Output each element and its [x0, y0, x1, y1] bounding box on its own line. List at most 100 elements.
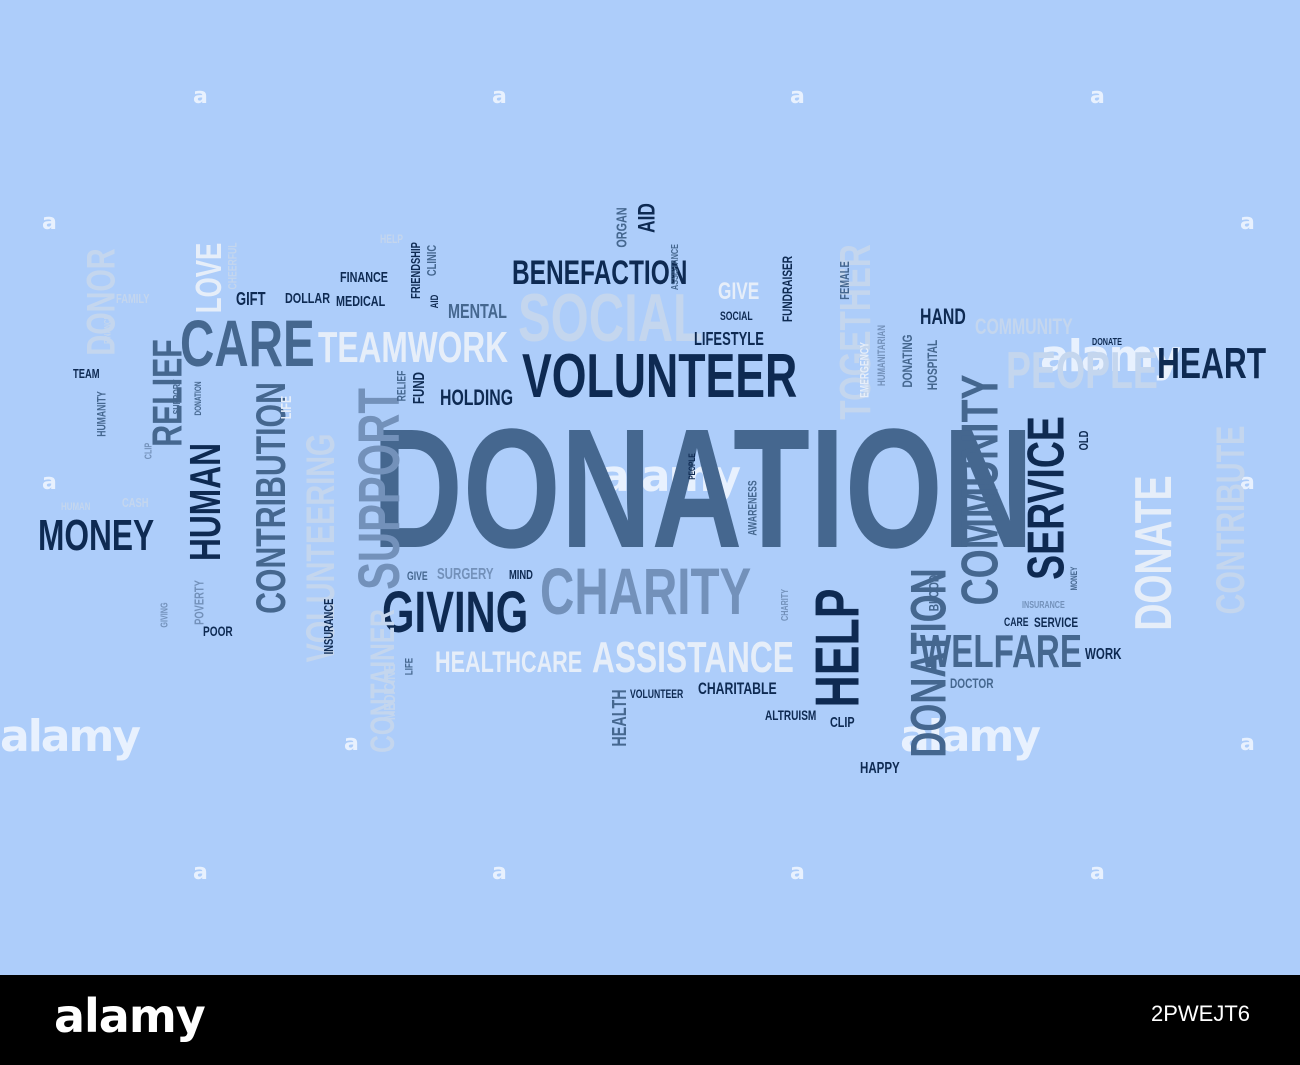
cloud-word: MEDICAL	[336, 293, 386, 310]
cloud-word: ORGAN	[613, 207, 631, 248]
cloud-word: FAMILY	[116, 291, 150, 306]
cloud-word: CASH	[122, 495, 149, 510]
cloud-word: VOLUNTEER	[630, 687, 684, 701]
cloud-word: DONATING	[898, 334, 915, 388]
watermark-mark: a	[1240, 210, 1255, 235]
cloud-word: CHARITY	[780, 588, 792, 622]
cloud-word: DONATION	[372, 394, 1034, 584]
cloud-word: GIVE	[407, 569, 428, 583]
cloud-word: LIFESTYLE	[694, 329, 764, 349]
cloud-word: DONATE	[1124, 475, 1183, 631]
cloud-word: SUPPORT	[347, 388, 413, 590]
cloud-word: SURGERY	[437, 566, 494, 583]
stock-footer-bar: alamy 2PWEJT6	[0, 975, 1300, 1065]
cloud-word: WORK	[1085, 646, 1122, 663]
cloud-word: DOLLAR	[285, 290, 330, 307]
cloud-word: HEART	[1157, 339, 1267, 388]
image-id-label: 2PWEJT6	[1150, 1001, 1250, 1026]
cloud-word: CLIP	[830, 714, 855, 731]
cloud-word: HAND	[920, 304, 966, 329]
cloud-word: INSURANCE	[1022, 600, 1065, 611]
cloud-word: HAPPY	[860, 760, 900, 777]
cloud-word: CHEERFUL	[225, 242, 240, 290]
cloud-word: ASSISTANCE	[592, 633, 794, 682]
cloud-word: FUND	[411, 372, 429, 404]
watermark-text: alamy	[600, 451, 741, 502]
cloud-word: HOLDING	[440, 385, 514, 410]
cloud-word: HOSPITAL	[923, 339, 940, 391]
cloud-word: SERVICE	[1017, 416, 1076, 580]
cloud-word: HEALTHCARE	[435, 646, 583, 679]
watermark-text: alamy	[1040, 331, 1181, 382]
cloud-word: GIFT	[236, 289, 266, 309]
cloud-word: LIFE	[277, 395, 295, 420]
cloud-word: AID	[428, 294, 441, 309]
cloud-word: DONATE	[1092, 337, 1122, 348]
cloud-word: POVERTY	[191, 580, 207, 625]
cloud-word: DOCTOR	[950, 675, 994, 691]
cloud-word: HELP	[803, 588, 873, 708]
cloud-word: CARE	[1004, 615, 1029, 629]
cloud-word: SOCIAL	[720, 309, 753, 323]
watermark-mark: a	[344, 731, 359, 756]
cloud-word: CLIP	[143, 442, 155, 460]
cloud-word: COMMUNITY	[951, 374, 1010, 606]
cloud-word: CONTRIBUTE	[1209, 425, 1254, 615]
cloud-word: INSURANCE	[321, 598, 337, 655]
cloud-word: LOVE	[188, 242, 230, 314]
cloud-word: HEALTH	[608, 689, 631, 747]
cloud-word: EMERGENCY	[857, 342, 872, 398]
cloud-word: HUMANITY	[94, 391, 109, 437]
cloud-word: BENEFACTION	[512, 254, 688, 292]
cloud-word: SERVICE	[1034, 614, 1079, 630]
cloud-word: MENTAL	[448, 301, 507, 323]
cloud-word: FINANCE	[102, 315, 113, 344]
watermark-mark: a	[1240, 470, 1255, 495]
watermark-mark: a	[790, 84, 805, 109]
watermark-mark: a	[1240, 731, 1255, 756]
cloud-word: FEMALE	[837, 261, 853, 300]
cloud-word: AWARENESS	[745, 480, 760, 536]
watermark-mark: a	[42, 210, 57, 235]
watermark-text: alamy	[0, 711, 141, 762]
cloud-word: CHARITY	[540, 554, 752, 628]
watermark-mark: a	[492, 84, 507, 109]
cloud-word: BLOOD	[925, 574, 942, 612]
cloud-word: HUMAN	[61, 501, 91, 513]
watermark-text: alamy	[900, 711, 1041, 762]
cloud-word: HUMANITARIAN	[875, 324, 888, 387]
cloud-word: DONATION	[193, 381, 204, 416]
cloud-word: WELFARE	[920, 625, 1082, 677]
cloud-word: SUPPORT	[172, 379, 184, 415]
watermark-mark: a	[193, 860, 208, 885]
cloud-word: TEAM	[73, 366, 100, 381]
cloud-word: LIFE	[403, 657, 416, 676]
watermark-mark: a	[1090, 84, 1105, 109]
cloud-word: CHARITABLE	[698, 679, 777, 698]
cloud-word: GIVING	[382, 580, 529, 645]
cloud-word: FINANCE	[340, 269, 389, 286]
brand-logo: alamy	[54, 989, 206, 1043]
cloud-word: ALTRUISM	[765, 707, 817, 723]
cloud-word: VOLUNTEER	[522, 342, 798, 411]
cloud-word: POOR	[203, 623, 233, 639]
watermark-mark: a	[492, 860, 507, 885]
watermark-mark: a	[193, 84, 208, 109]
cloud-word: CARE	[180, 306, 315, 380]
cloud-word: MONEY	[1069, 566, 1080, 591]
cloud-word: HUMAN	[180, 443, 230, 561]
cloud-word: FRIENDSHIP	[407, 242, 423, 299]
cloud-word: ASSISTANCE	[669, 244, 681, 290]
word-cloud-canvas: a a a a a a a a a a a a a a alamy alamy …	[0, 0, 1300, 975]
cloud-word: MIND	[509, 567, 533, 582]
cloud-word: COMMUNITY	[975, 314, 1073, 339]
cloud-word: GIVING	[159, 602, 171, 628]
cloud-word: OLD	[1076, 430, 1092, 451]
cloud-word: RELIEF	[394, 370, 409, 402]
watermark-mark: a	[42, 470, 57, 495]
watermark-mark: a	[790, 860, 805, 885]
cloud-word: PEOPLE	[686, 453, 697, 480]
watermark-mark: a	[1090, 860, 1105, 885]
cloud-word: TEAMWORK	[318, 323, 509, 372]
cloud-word: FUNDRAISER	[778, 255, 795, 323]
